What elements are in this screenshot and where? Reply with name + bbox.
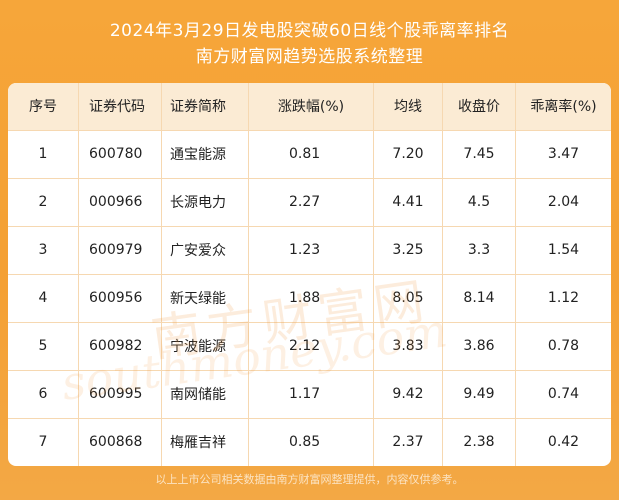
column-header-name: 证券简称 bbox=[161, 83, 249, 131]
cell-rank: 5 bbox=[8, 322, 79, 371]
cell-code: 600995 bbox=[78, 370, 162, 419]
cell-close: 4.5 bbox=[442, 178, 516, 227]
cell-bias: 3.47 bbox=[515, 130, 611, 179]
cell-code: 600780 bbox=[78, 130, 162, 179]
cell-change: 1.88 bbox=[248, 274, 374, 323]
column-header-rank: 序号 bbox=[8, 83, 79, 131]
cell-ma: 7.20 bbox=[373, 130, 443, 179]
ranking-table: 序号 证券代码 证券简称 涨跌幅(%) 均线 收盘价 乖离率(%) 1 6007… bbox=[8, 83, 611, 466]
table-row: 6 600995 南网储能 1.17 9.42 9.49 0.74 bbox=[8, 370, 611, 419]
cell-name: 宁波能源 bbox=[161, 322, 249, 371]
cell-rank: 7 bbox=[8, 418, 79, 466]
cell-close: 2.38 bbox=[442, 418, 516, 466]
cell-name: 南网储能 bbox=[161, 370, 249, 419]
cell-close: 7.45 bbox=[442, 130, 516, 179]
cell-change: 2.27 bbox=[248, 178, 374, 227]
cell-name: 通宝能源 bbox=[161, 130, 249, 179]
cell-close: 8.14 bbox=[442, 274, 516, 323]
column-header-change: 涨跌幅(%) bbox=[248, 83, 374, 131]
column-header-close: 收盘价 bbox=[442, 83, 516, 131]
column-header-bias: 乖离率(%) bbox=[515, 83, 611, 131]
cell-ma: 2.37 bbox=[373, 418, 443, 466]
table-row: 1 600780 通宝能源 0.81 7.20 7.45 3.47 bbox=[8, 130, 611, 179]
cell-ma: 8.05 bbox=[373, 274, 443, 323]
cell-code: 600956 bbox=[78, 274, 162, 323]
cell-ma: 3.83 bbox=[373, 322, 443, 371]
cell-bias: 0.78 bbox=[515, 322, 611, 371]
cell-rank: 2 bbox=[8, 178, 79, 227]
cell-name: 长源电力 bbox=[161, 178, 249, 227]
cell-ma: 4.41 bbox=[373, 178, 443, 227]
cell-name: 新天绿能 bbox=[161, 274, 249, 323]
column-header-ma: 均线 bbox=[373, 83, 443, 131]
page-subtitle: 南方财富网趋势选股系统整理 bbox=[195, 47, 424, 67]
cell-name: 广安爱众 bbox=[161, 226, 249, 275]
cell-bias: 0.42 bbox=[547, 434, 580, 451]
table-row: 3 600979 广安爱众 1.23 3.25 3.3 1.54 bbox=[8, 226, 611, 275]
cell-code: 600982 bbox=[78, 322, 162, 371]
cell-change: 2.12 bbox=[248, 322, 374, 371]
cell-close: 3.86 bbox=[442, 322, 516, 371]
cell-rank: 1 bbox=[8, 130, 79, 179]
cell-rank: 3 bbox=[8, 226, 79, 275]
cell-change: 0.81 bbox=[248, 130, 374, 179]
table-row: 2 000966 长源电力 2.27 4.41 4.5 2.04 bbox=[8, 178, 611, 227]
cell-bias: 1.54 bbox=[515, 226, 611, 275]
cell-rank: 4 bbox=[8, 274, 79, 323]
cell-code: 600979 bbox=[78, 226, 162, 275]
cell-change: 1.17 bbox=[248, 370, 374, 419]
ranking-table-card: 序号 证券代码 证券简称 涨跌幅(%) 均线 收盘价 乖离率(%) 1 6007… bbox=[8, 83, 611, 466]
cell-close: 9.49 bbox=[442, 370, 516, 419]
cell-change: 1.23 bbox=[248, 226, 374, 275]
cell-ma: 9.42 bbox=[373, 370, 443, 419]
cell-bias: 0.74 bbox=[515, 370, 611, 419]
table-row: 4 600956 新天绿能 1.88 8.05 8.14 1.12 bbox=[8, 274, 611, 323]
cell-bias: 2.04 bbox=[515, 178, 611, 227]
cell-rank: 6 bbox=[8, 370, 79, 419]
cell-name: 梅雁吉祥 bbox=[161, 418, 249, 466]
column-header-code: 证券代码 bbox=[78, 83, 162, 131]
cell-code: 600868 bbox=[78, 418, 162, 466]
page-title: 2024年3月29日发电股突破60日线个股乖离率排名 bbox=[109, 21, 510, 41]
table-row: 5 600982 宁波能源 2.12 3.83 3.86 0.78 bbox=[8, 322, 611, 371]
cell-code: 000966 bbox=[78, 178, 162, 227]
footer-disclaimer: 以上上市公司相关数据由南方财富网整理提供，内容仅供参考。 bbox=[155, 473, 464, 486]
cell-change: 0.85 bbox=[248, 418, 374, 466]
table-row: 7 600868 梅雁吉祥 0.85 2.37 2.38 0.42 bbox=[8, 418, 611, 466]
cell-close: 3.3 bbox=[442, 226, 516, 275]
cell-ma: 3.25 bbox=[373, 226, 443, 275]
cell-bias: 1.12 bbox=[515, 274, 611, 323]
table-header-row: 序号 证券代码 证券简称 涨跌幅(%) 均线 收盘价 乖离率(%) bbox=[8, 83, 611, 131]
